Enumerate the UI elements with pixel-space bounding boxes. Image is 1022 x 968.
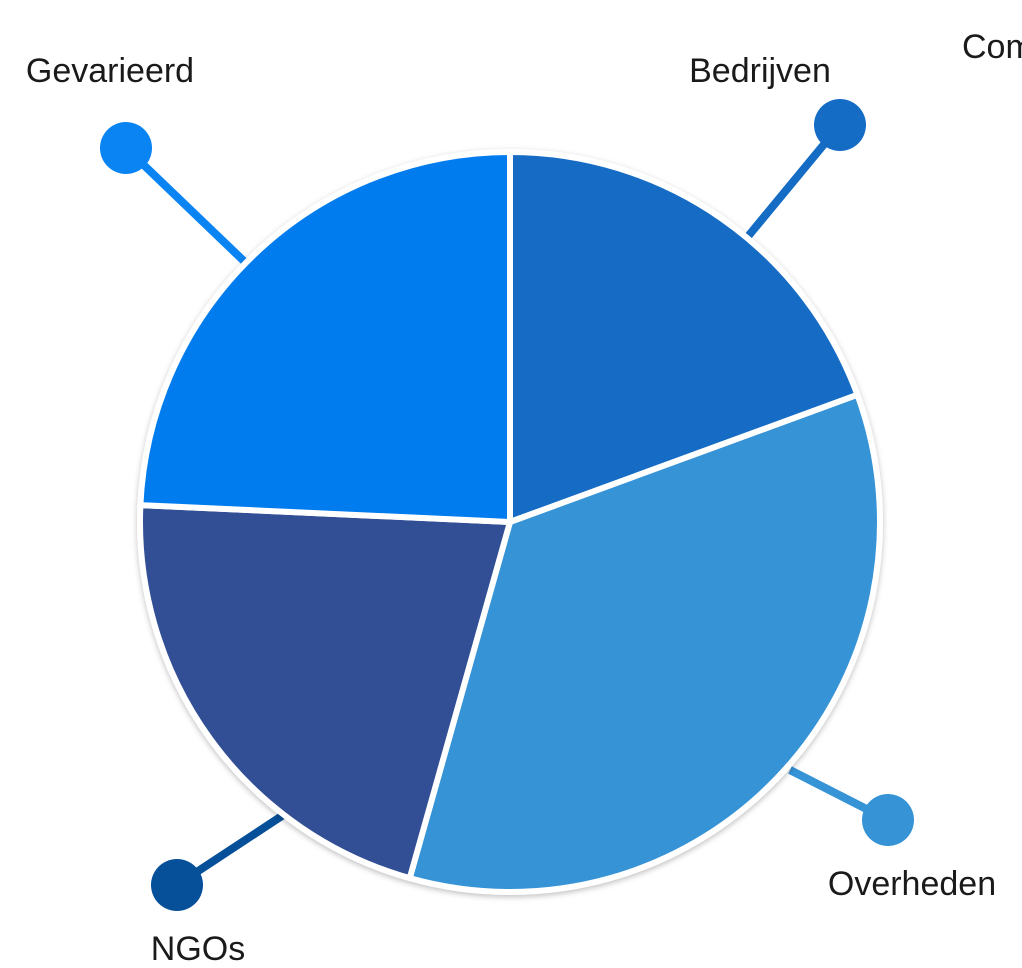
leader-marker-ngos [151, 859, 203, 911]
leader-marker-overheden [862, 794, 914, 846]
pie-slice-overheden [406, 391, 883, 895]
leader-marker-gevarieerd [100, 122, 152, 174]
leader-marker-bedrijven [814, 99, 866, 151]
clipped-label: Com [962, 28, 1022, 66]
pie-slice-gevarieerd [137, 149, 513, 525]
pie-slice-bedrijven [507, 149, 861, 525]
slice-label-ngos: NGOs [151, 930, 245, 968]
slice-label-gevarieerd: Gevarieerd [26, 52, 194, 90]
pie-slice-ngos [137, 502, 513, 882]
leader-line-gevarieerd [123, 145, 251, 268]
slice-label-bedrijven: Bedrijven [689, 52, 831, 90]
slice-label-overheden: Overheden [828, 865, 996, 903]
